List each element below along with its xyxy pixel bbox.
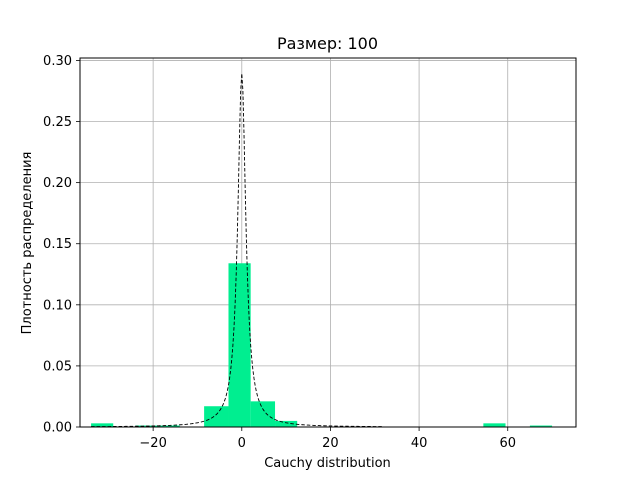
histogram-bar (529, 425, 553, 427)
y-axis-label: Плотность распределения (20, 152, 35, 335)
histogram-bar (483, 423, 506, 427)
x-tick-label: 20 (322, 436, 339, 451)
plot-frame (79, 57, 577, 428)
x-tick-label: 40 (411, 436, 428, 451)
histogram-bar (250, 401, 276, 427)
y-tick-label: 0.20 (43, 176, 72, 191)
y-tick-label: 0.00 (43, 421, 72, 436)
histogram-bar (157, 425, 180, 427)
x-axis-ticks: −20 0 20 40 60 (139, 427, 516, 451)
y-tick-label: 0.05 (43, 359, 72, 374)
histogram-bar (91, 423, 114, 427)
histogram-bar (275, 420, 298, 427)
x-tick-label: −20 (139, 436, 166, 451)
y-tick-label: 0.15 (43, 237, 72, 252)
x-axis-label: Cauchy distribution (264, 456, 391, 471)
histogram-bar (204, 406, 229, 427)
density-curve-line (91, 73, 384, 428)
chart-title: Размер: 100 (277, 34, 378, 53)
x-tick-label: 60 (499, 436, 516, 451)
density-curve (91, 73, 384, 428)
histogram-bar (228, 263, 251, 427)
y-axis-ticks: 0.00 0.05 0.10 0.15 0.20 0.25 0.30 (43, 54, 80, 436)
y-tick-label: 0.25 (43, 115, 72, 130)
y-tick-label: 0.30 (43, 54, 72, 69)
y-tick-label: 0.10 (43, 298, 72, 313)
x-tick-label: 0 (238, 436, 246, 451)
